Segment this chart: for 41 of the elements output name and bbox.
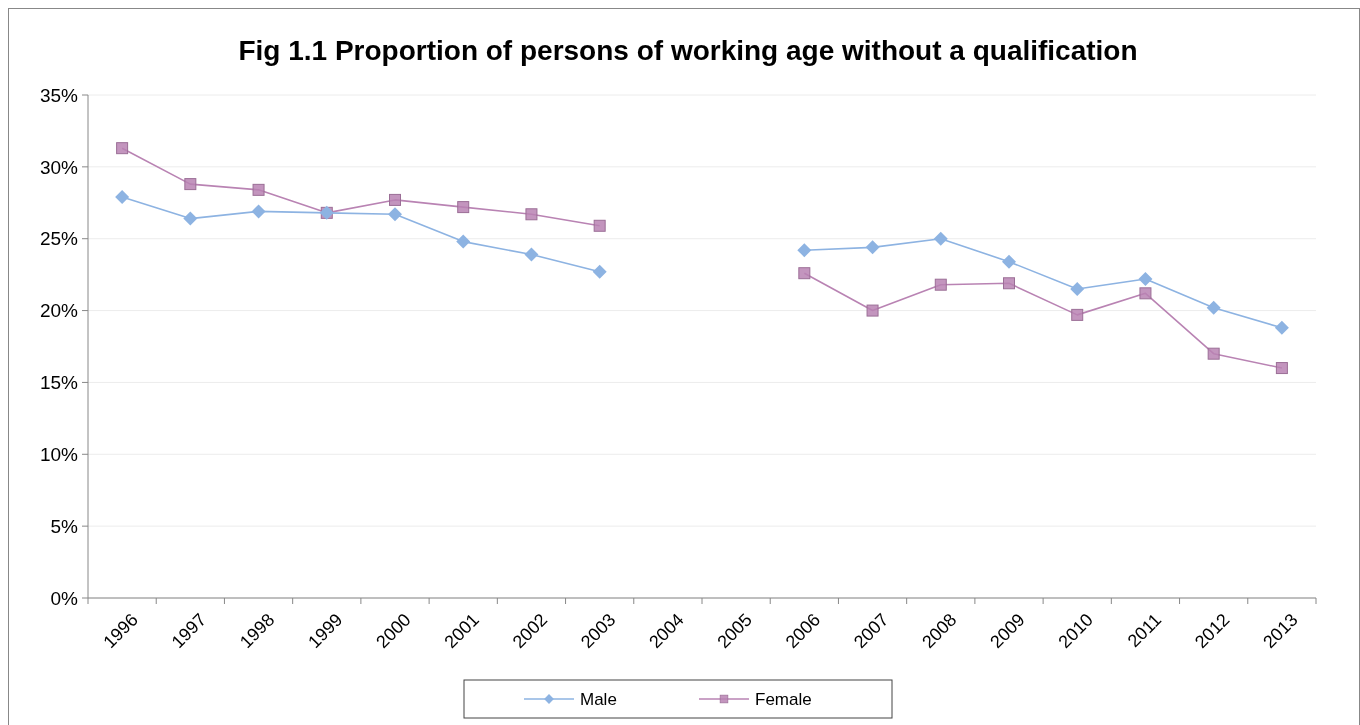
point — [1138, 271, 1153, 286]
point — [456, 234, 471, 249]
point — [524, 247, 539, 262]
legend-label: Female — [755, 689, 812, 709]
point — [934, 278, 947, 291]
point — [1070, 282, 1085, 297]
point — [116, 142, 129, 155]
point — [525, 208, 538, 221]
y-tick-label: 10% — [39, 443, 79, 465]
point — [1206, 300, 1221, 315]
point — [388, 207, 402, 222]
point — [933, 231, 948, 246]
point — [1002, 254, 1016, 269]
chart-title: Fig 1.1 Proportion of persons of working age without a qualification — [238, 35, 1138, 66]
point — [1071, 308, 1084, 321]
point — [592, 264, 607, 279]
y-tick-label: 20% — [39, 300, 79, 322]
y-tick-label: 5% — [50, 515, 79, 537]
point — [798, 267, 811, 280]
point — [797, 243, 812, 258]
point — [866, 304, 879, 317]
y-tick-label: 35% — [39, 84, 79, 106]
point — [1275, 362, 1288, 375]
point — [457, 201, 470, 214]
point — [865, 240, 880, 255]
point — [1003, 277, 1015, 290]
point — [593, 219, 606, 232]
y-tick-label: 25% — [39, 228, 79, 250]
point — [184, 178, 197, 191]
point — [1274, 320, 1289, 335]
point — [1139, 287, 1152, 300]
y-tick-label: 30% — [39, 156, 79, 178]
y-tick-label: 15% — [39, 372, 79, 394]
point — [389, 193, 401, 206]
point — [183, 211, 198, 226]
point — [251, 204, 266, 219]
legend-label: Male — [580, 689, 617, 709]
y-tick-label: 0% — [50, 587, 79, 609]
point — [115, 190, 130, 205]
point — [252, 183, 265, 196]
point — [1207, 347, 1220, 360]
